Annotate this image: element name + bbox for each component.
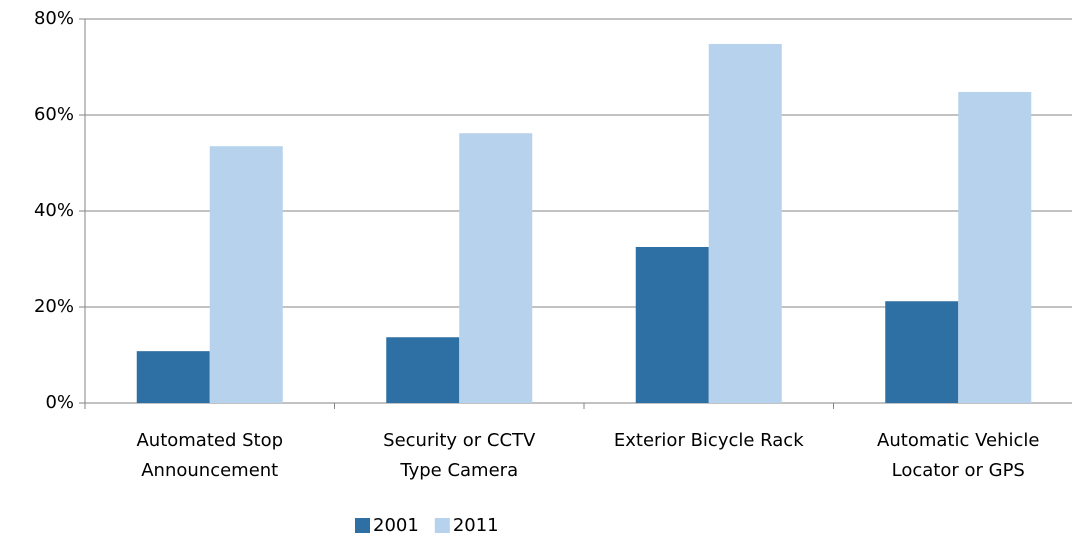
bar xyxy=(958,91,1032,404)
x-tick-label-line: Type Camera xyxy=(399,460,518,481)
x-tick-label-line: Automated Stop xyxy=(136,430,283,451)
bar xyxy=(635,247,709,403)
x-tick-label-line: Exterior Bicycle Rack xyxy=(614,430,804,451)
bar xyxy=(708,43,782,404)
legend-label: 2011 xyxy=(453,515,499,536)
x-tick-label-line: Locator or GPS xyxy=(892,460,1025,481)
bar xyxy=(136,351,210,403)
y-tick-label: 80% xyxy=(34,8,74,29)
x-tick-label: Security or CCTV Type Camera xyxy=(383,430,536,481)
bar xyxy=(459,133,533,404)
x-tick-label-line: Automatic Vehicle xyxy=(877,430,1039,451)
bar xyxy=(386,337,460,403)
x-tick-label-line: Security or CCTV xyxy=(383,430,536,451)
legend-swatch xyxy=(355,518,370,533)
y-tick-label: 20% xyxy=(34,296,74,317)
y-tick-label: 0% xyxy=(45,392,74,413)
x-tick-label-line: Announcement xyxy=(141,460,278,481)
legend-label: 2001 xyxy=(373,515,419,536)
y-tick-label: 40% xyxy=(34,200,74,221)
y-tick-label: 60% xyxy=(34,104,74,125)
x-tick-label: Automatic Vehicle Locator or GPS xyxy=(877,430,1039,481)
legend-swatch xyxy=(434,518,450,533)
bar xyxy=(885,301,959,403)
x-tick-label: Automated Stop Announcement xyxy=(136,430,283,481)
x-tick-label: Exterior Bicycle Rack xyxy=(614,430,804,451)
bar xyxy=(209,146,283,403)
